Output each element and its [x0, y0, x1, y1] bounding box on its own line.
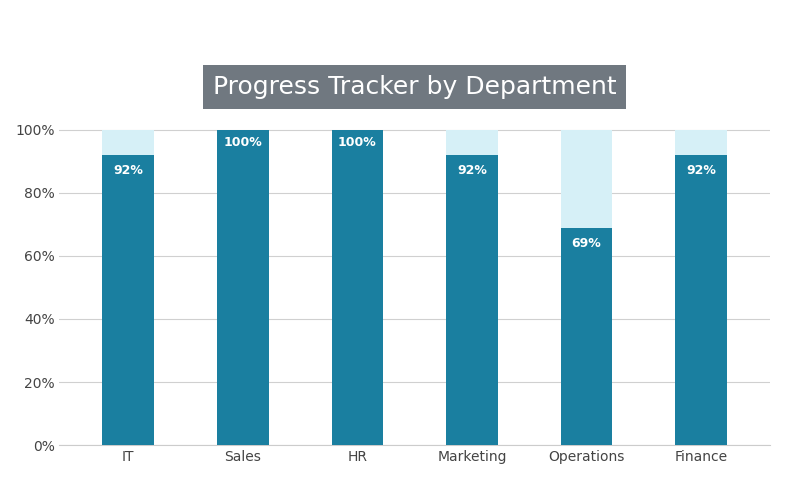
- Bar: [675, 155, 727, 445]
- Bar: [446, 155, 498, 445]
- Text: 100%: 100%: [224, 136, 262, 149]
- Bar: [102, 155, 154, 445]
- Bar: [446, 130, 498, 155]
- Bar: [560, 228, 612, 445]
- Bar: [217, 130, 268, 445]
- Bar: [560, 130, 612, 228]
- Text: 92%: 92%: [457, 164, 487, 177]
- Text: Progress Tracker by Department: Progress Tracker by Department: [213, 76, 616, 100]
- Text: 69%: 69%: [571, 237, 601, 250]
- Bar: [675, 130, 727, 155]
- Bar: [102, 130, 154, 155]
- Text: 92%: 92%: [686, 164, 716, 177]
- Text: 92%: 92%: [113, 164, 143, 177]
- Bar: [331, 130, 383, 445]
- Text: 100%: 100%: [338, 136, 377, 149]
